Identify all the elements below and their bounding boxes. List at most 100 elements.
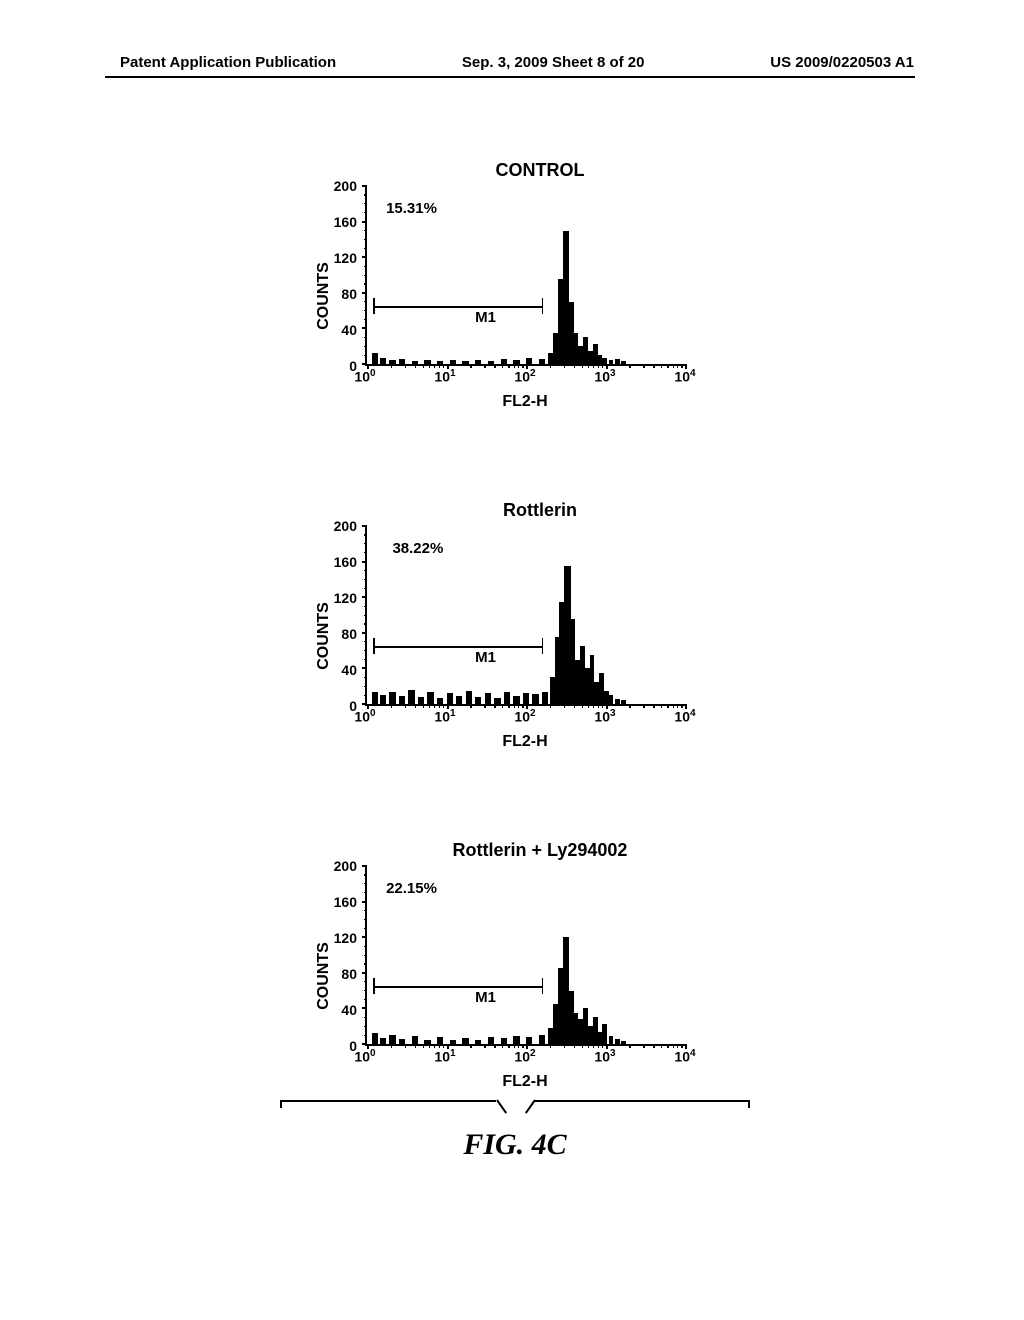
histogram-bar	[437, 361, 443, 364]
histogram-bar	[542, 692, 548, 704]
histogram-bar	[389, 692, 395, 704]
histogram-bar	[380, 1038, 386, 1044]
header-right: US 2009/0220503 A1	[770, 54, 914, 71]
y-tick-label: 80	[317, 626, 357, 642]
histogram-bar	[447, 693, 453, 704]
histogram-bar	[539, 1035, 545, 1044]
page-header: Patent Application Publication Sep. 3, 2…	[0, 54, 1024, 71]
gate-label: M1	[475, 649, 496, 666]
y-tick-label: 120	[317, 250, 357, 266]
x-tick-label: 101	[434, 1048, 455, 1065]
histogram-bar	[418, 697, 424, 704]
histogram-bar	[424, 360, 430, 364]
histogram-bar	[621, 1041, 626, 1044]
y-tick-label: 120	[317, 590, 357, 606]
plot-area: 22.15% M1	[365, 866, 685, 1046]
x-tick-label: 102	[514, 368, 535, 385]
chart-title: Rottlerin + Ly294002	[300, 840, 730, 861]
y-tick-label: 80	[317, 966, 357, 982]
histogram-bar	[602, 1024, 607, 1044]
figure-label: FIG. 4C	[280, 1128, 750, 1162]
figure-bracket	[280, 1100, 750, 1124]
x-tick-label: 104	[674, 368, 695, 385]
x-axis-label: FL2-H	[365, 733, 685, 751]
gate-end-marker	[542, 298, 544, 314]
plot-wrapper: COUNTS0408012016020038.22%M1100101102103…	[300, 526, 730, 746]
histogram-bar	[437, 1037, 443, 1044]
gate-end-marker	[373, 978, 375, 994]
histogram-bar	[513, 1036, 519, 1044]
gate-end-marker	[373, 298, 375, 314]
x-tick-label: 100	[354, 368, 375, 385]
x-tick-label: 103	[594, 708, 615, 725]
header-center: Sep. 3, 2009 Sheet 8 of 20	[462, 54, 645, 71]
x-axis-label: FL2-H	[365, 1073, 685, 1091]
histogram-bar	[408, 690, 414, 704]
histogram-bar	[615, 699, 620, 704]
gate-label: M1	[475, 309, 496, 326]
histogram-bar	[532, 694, 538, 704]
y-tick-label: 160	[317, 214, 357, 230]
header-rule	[105, 76, 915, 78]
histogram-bar	[424, 1040, 430, 1044]
histogram-bar	[380, 358, 386, 364]
histogram-chart: RottlerinCOUNTS0408012016020038.22%M1100…	[300, 500, 730, 760]
histogram-bar	[501, 1038, 507, 1044]
histogram-bar	[526, 358, 532, 364]
histogram-bar	[456, 696, 462, 704]
gate-line	[373, 986, 542, 988]
gate-line	[373, 646, 542, 648]
histogram-bar	[462, 361, 468, 364]
y-tick-label: 40	[317, 1002, 357, 1018]
histogram-bar	[615, 1039, 620, 1044]
y-tick-labels: 04080120160200	[320, 526, 360, 706]
x-tick-label: 102	[514, 708, 535, 725]
x-tick-label: 102	[514, 1048, 535, 1065]
y-tick-label: 40	[317, 662, 357, 678]
histogram-bar	[437, 698, 443, 704]
y-tick-label: 200	[317, 178, 357, 194]
y-tick-label: 0	[317, 1038, 357, 1054]
gate-end-marker	[373, 638, 375, 654]
gate-end-marker	[542, 638, 544, 654]
plot-area: 15.31%M1	[365, 186, 685, 366]
histogram-bar	[488, 361, 494, 364]
histogram-bar	[450, 1040, 456, 1044]
histogram-bar	[466, 691, 472, 704]
histogram-bar	[609, 360, 614, 364]
histogram-bar	[412, 1036, 418, 1044]
histogram-bar	[621, 361, 626, 364]
histogram-bar	[615, 359, 620, 364]
histogram-bar	[523, 693, 529, 704]
histogram-bar	[488, 1037, 494, 1044]
y-tick-label: 200	[317, 518, 357, 534]
x-tick-label: 104	[674, 1048, 695, 1065]
gate-label: M1	[475, 989, 496, 1006]
y-tick-label: 200	[317, 858, 357, 874]
x-tick-label: 100	[354, 708, 375, 725]
histogram-bar	[372, 1033, 378, 1044]
histogram-bar	[372, 692, 378, 704]
histogram-bar	[380, 695, 386, 704]
plot-area: 38.22%M1	[365, 526, 685, 706]
header-left: Patent Application Publication	[120, 54, 336, 71]
histogram-bar	[427, 692, 433, 704]
x-tick-label: 100	[354, 1048, 375, 1065]
y-tick-label: 120	[317, 930, 357, 946]
x-axis-label: FL2-H	[365, 393, 685, 411]
histogram-bar	[485, 693, 491, 704]
histogram-bar	[475, 697, 481, 704]
histogram-bar	[526, 1037, 532, 1044]
x-tick-label: 103	[594, 368, 615, 385]
histogram-bar	[372, 353, 378, 364]
histogram-bar	[621, 700, 626, 704]
histogram-chart: Rottlerin + Ly294002COUNTS04080120160200…	[300, 840, 730, 1100]
histogram-bar	[399, 359, 405, 364]
x-tick-label: 101	[434, 368, 455, 385]
histogram-bar	[513, 360, 519, 364]
figure-bracket-group: FIG. 4C	[280, 1100, 750, 1162]
histogram-bar	[609, 1036, 614, 1044]
x-tick-label: 104	[674, 708, 695, 725]
gate-percentage: 22.15%	[386, 880, 437, 897]
y-tick-label: 0	[317, 358, 357, 374]
